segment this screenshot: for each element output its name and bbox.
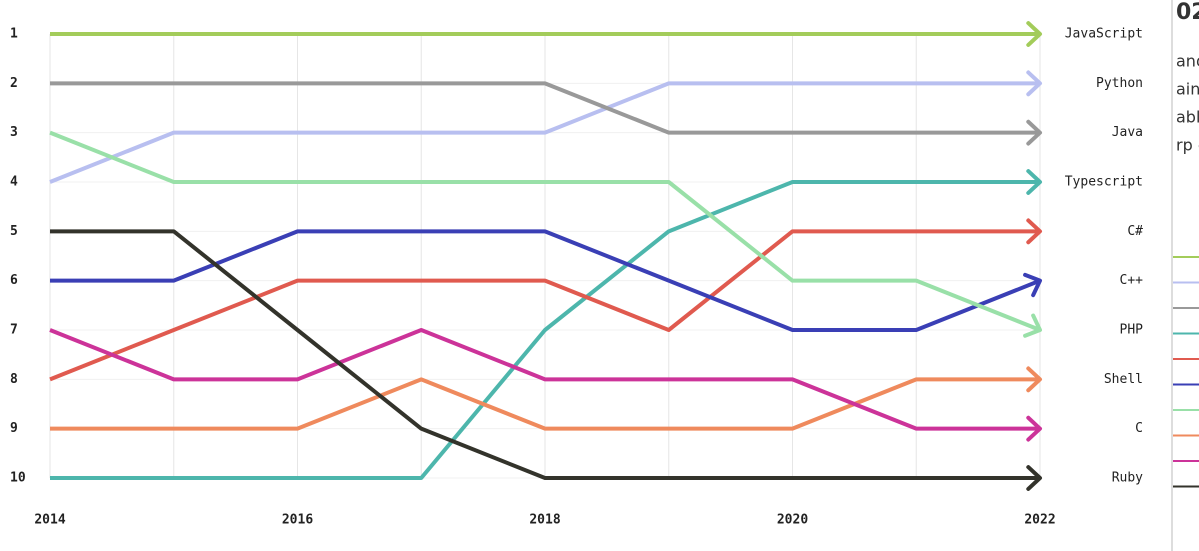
series-line <box>49 130 1041 332</box>
series-line <box>50 229 1040 480</box>
arrow-head <box>1026 70 1042 97</box>
y-tick-label: 10 <box>10 471 26 486</box>
series-line <box>49 229 1040 382</box>
series-label: C <box>1135 421 1143 436</box>
side-text: rp c <box>1176 136 1199 155</box>
series-label: Java <box>1112 125 1143 140</box>
arrow-head <box>1026 218 1042 245</box>
y-tick-label: 9 <box>10 421 18 436</box>
series-label: PHP <box>1120 323 1144 338</box>
arrow-head <box>1026 366 1042 393</box>
arrow-head <box>1023 272 1042 298</box>
x-tick-label: 2016 <box>282 513 313 528</box>
series-label: C++ <box>1120 273 1144 288</box>
series-line <box>50 180 1040 480</box>
arrow-head <box>1026 169 1042 195</box>
series-label: Python <box>1096 76 1143 91</box>
series-line <box>50 81 1040 135</box>
series-label: JavaScript <box>1065 27 1143 42</box>
arrow-head <box>1026 465 1042 491</box>
series-label: Typescript <box>1065 175 1143 190</box>
x-tick-label: 2018 <box>529 513 560 528</box>
series-label: C# <box>1127 224 1143 239</box>
y-tick-label: 6 <box>10 273 18 288</box>
series-line <box>50 377 1040 431</box>
arrow-head <box>1026 119 1042 146</box>
arrow-head <box>1026 21 1042 47</box>
side-text: ain <box>1176 80 1199 99</box>
series-line <box>49 328 1040 431</box>
y-tick-label: 1 <box>10 27 18 42</box>
x-tick-label: 2020 <box>777 513 808 528</box>
arrow-head <box>1023 313 1042 338</box>
x-tick-label: 2022 <box>1024 513 1055 528</box>
x-tick-label: 2014 <box>34 513 65 528</box>
series-label: Ruby <box>1112 471 1143 486</box>
arrow-head <box>1026 415 1042 442</box>
side-text: able <box>1176 108 1199 127</box>
y-tick-label: 2 <box>10 76 18 91</box>
series-label: Shell <box>1104 372 1143 387</box>
series-line <box>49 81 1040 184</box>
side-heading: 02 <box>1176 0 1199 25</box>
y-tick-label: 5 <box>10 224 18 239</box>
y-tick-label: 7 <box>10 323 18 338</box>
y-tick-label: 8 <box>10 372 18 387</box>
y-tick-label: 3 <box>10 125 18 140</box>
side-text: and <box>1176 52 1199 71</box>
y-tick-label: 4 <box>10 175 18 190</box>
